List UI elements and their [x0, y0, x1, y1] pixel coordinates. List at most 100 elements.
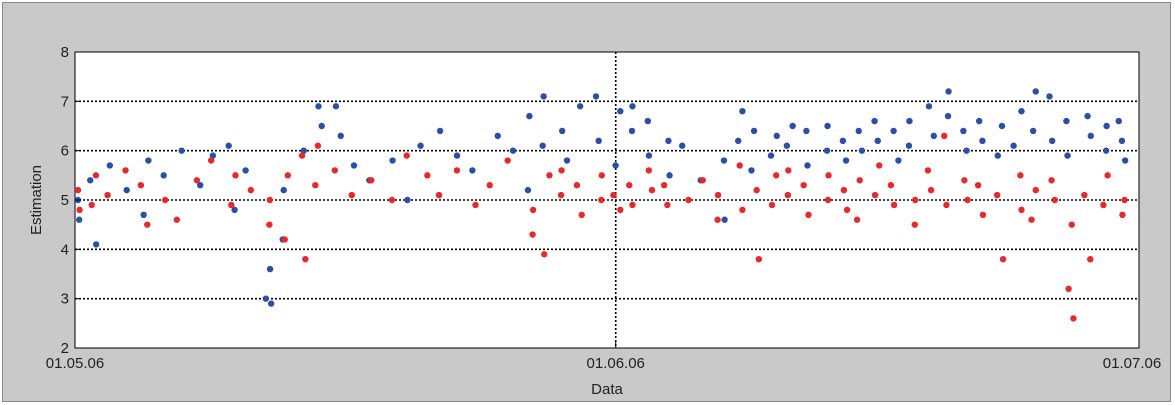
blue-data-point: [1048, 137, 1056, 144]
red-data-point: [453, 167, 461, 174]
blue-data-point: [906, 117, 913, 125]
blue-data-point: [1046, 93, 1053, 100]
red-data-point: [843, 206, 851, 214]
blue-data-point: [315, 103, 322, 110]
red-data-point: [284, 172, 292, 179]
red-data-point: [941, 132, 948, 140]
blue-data-point: [140, 211, 147, 218]
blue-data-point: [563, 157, 571, 164]
red-data-point: [773, 172, 780, 179]
red-data-point: [573, 182, 581, 189]
red-data-point: [232, 172, 239, 179]
red-data-point: [768, 201, 776, 209]
red-data-point: [856, 177, 863, 184]
red-data-point: [1048, 177, 1055, 184]
blue-data-point: [890, 127, 897, 135]
blue-data-point: [644, 117, 652, 125]
red-data-point: [1119, 211, 1126, 218]
blue-data-point: [871, 117, 878, 125]
blue-data-point: [592, 93, 600, 100]
blue-data-point: [720, 157, 728, 164]
blue-data-point: [595, 137, 602, 144]
blue-data-point: [318, 122, 325, 130]
blue-data-point: [930, 132, 937, 140]
blue-data-point: [963, 147, 970, 154]
red-data-point: [558, 167, 565, 174]
blue-data-point: [469, 167, 476, 174]
y-tick-label: 2: [61, 340, 69, 357]
red-data-point: [785, 167, 792, 174]
blue-data-point: [1115, 117, 1122, 125]
blue-data-point: [92, 241, 100, 248]
blue-data-point: [576, 103, 584, 110]
blue-data-point: [748, 167, 755, 174]
x-tick-label: 01.06.06: [587, 355, 645, 372]
blue-data-point: [231, 206, 238, 214]
blue-data-point: [524, 186, 532, 194]
red-data-point: [74, 186, 82, 194]
blue-data-point: [558, 127, 566, 135]
red-data-point: [312, 182, 319, 189]
blue-data-point: [76, 216, 83, 223]
blue-data-point: [721, 216, 728, 223]
red-data-point: [1104, 172, 1111, 179]
blue-data-point: [735, 137, 742, 144]
red-data-point: [626, 182, 633, 189]
red-data-point: [660, 182, 668, 189]
blue-data-point: [789, 122, 796, 130]
red-data-point: [1051, 196, 1058, 204]
red-data-point: [557, 191, 565, 199]
red-data-point: [739, 206, 746, 214]
red-data-point: [912, 196, 919, 204]
blue-data-point: [979, 137, 986, 144]
red-data-point: [578, 211, 585, 218]
red-data-point: [486, 182, 493, 189]
red-data-point: [1081, 191, 1088, 199]
y-tick-label: 6: [61, 143, 69, 160]
red-data-point: [890, 201, 898, 209]
blue-data-point: [750, 127, 758, 135]
red-data-point: [424, 172, 431, 179]
x-tick-label: 01.05.06: [46, 355, 104, 372]
red-data-point: [974, 182, 982, 189]
blue-data-point: [803, 127, 810, 135]
blue-data-point: [526, 112, 533, 120]
blue-data-point: [106, 162, 113, 169]
blue-data-point: [300, 147, 307, 154]
blue-data-point: [1087, 132, 1094, 140]
blue-data-point: [839, 137, 847, 144]
red-data-point: [736, 162, 743, 169]
blue-data-point: [739, 108, 746, 115]
red-data-point: [610, 191, 617, 199]
red-data-point: [228, 201, 235, 209]
red-data-point: [541, 251, 548, 258]
blue-data-point: [417, 142, 424, 149]
red-data-point: [961, 177, 968, 184]
blue-data-point: [617, 108, 624, 115]
blue-data-point: [509, 147, 517, 154]
blue-data-point: [895, 157, 902, 164]
blue-data-point: [280, 186, 287, 194]
blue-data-point: [389, 157, 396, 164]
blue-data-point: [767, 152, 775, 159]
blue-data-point: [874, 137, 881, 144]
blue-data-point: [678, 142, 686, 149]
blue-data-point: [855, 127, 862, 135]
blue-data-point: [404, 196, 411, 204]
blue-data-point: [945, 88, 952, 95]
red-data-point: [122, 167, 129, 174]
y-tick-label: 3: [61, 291, 69, 308]
blue-data-point: [1102, 147, 1110, 154]
red-data-point: [88, 201, 95, 209]
blue-data-point: [332, 103, 340, 110]
y-tick-label: 7: [61, 93, 69, 110]
blue-data-point: [540, 93, 547, 100]
blue-data-point: [1118, 137, 1126, 144]
red-data-point: [173, 216, 181, 223]
red-data-point: [714, 216, 721, 223]
blue-data-point: [262, 295, 270, 302]
red-data-point: [314, 142, 322, 149]
blue-data-point: [225, 142, 232, 149]
blue-data-point: [453, 152, 461, 159]
blue-data-point: [804, 162, 811, 169]
